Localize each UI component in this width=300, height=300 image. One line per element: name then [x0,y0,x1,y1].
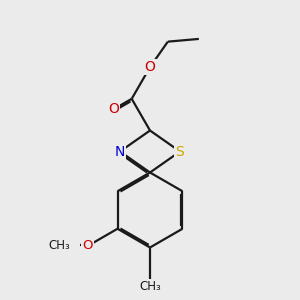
Text: CH₃: CH₃ [49,239,70,252]
Text: S: S [176,145,184,158]
Text: N: N [115,145,125,158]
Text: CH₃: CH₃ [139,280,161,293]
Text: O: O [82,239,93,252]
Text: O: O [145,60,155,74]
Text: O: O [108,102,119,116]
